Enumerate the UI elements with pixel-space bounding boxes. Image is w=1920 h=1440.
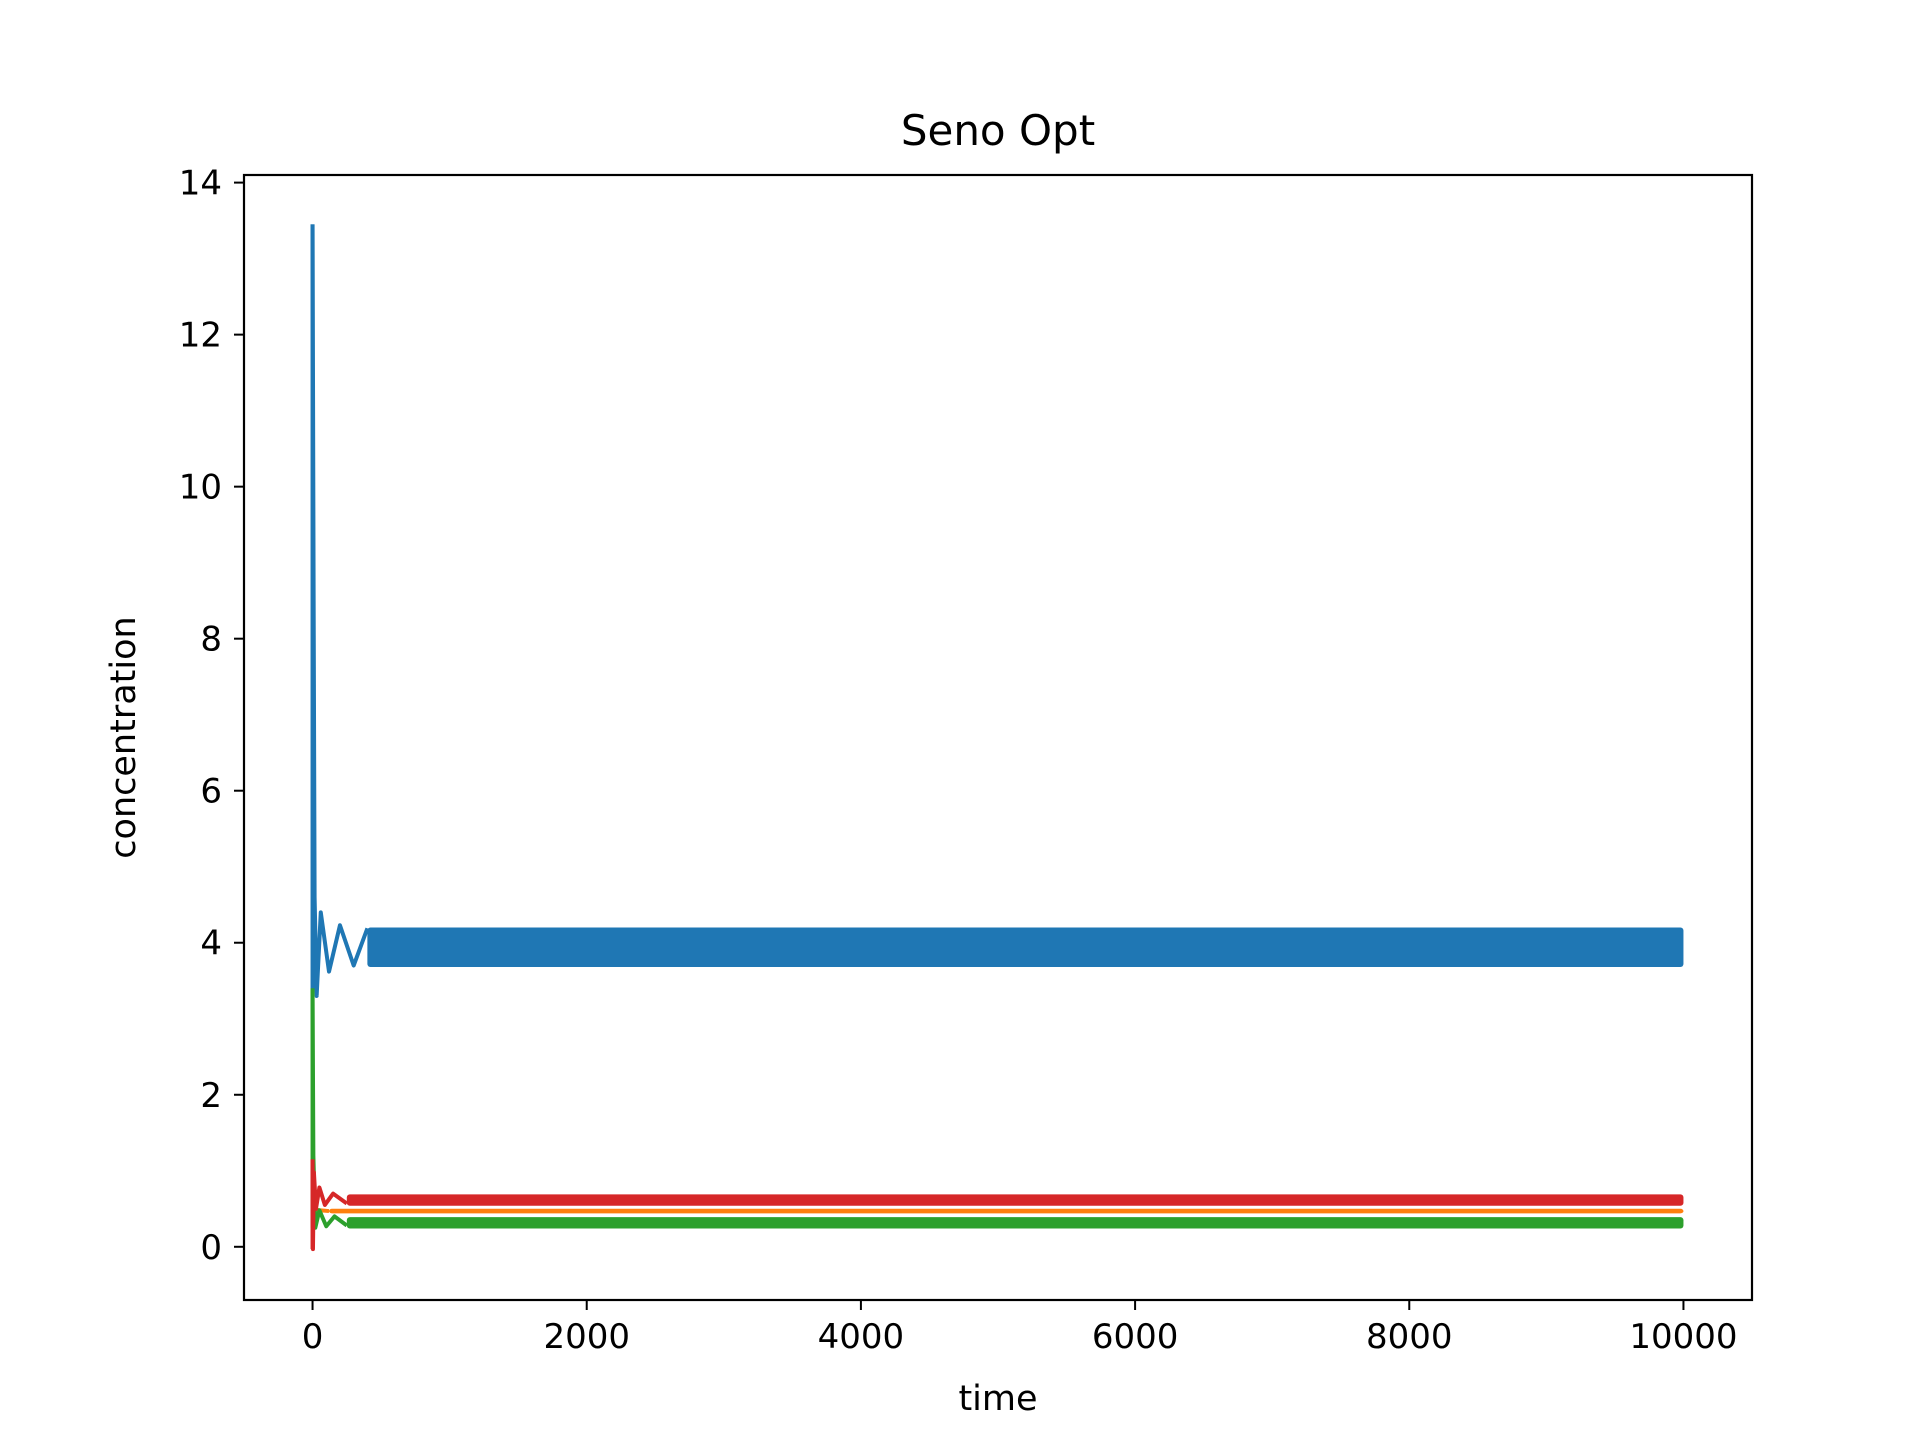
y-axis-label: concentration [104,616,144,858]
x-tick-label: 8000 [1366,1317,1453,1357]
series-3-band [346,1217,1684,1229]
series-layer [310,224,1684,1252]
y-tick-label: 8 [200,620,222,660]
series-1-band [367,927,1684,968]
y-tick-label: 6 [200,772,222,812]
series-4-band [346,1194,1684,1206]
x-axis-label: time [958,1379,1037,1419]
y-tick-label: 2 [200,1076,222,1116]
x-tick-label: 6000 [1092,1317,1179,1357]
y-tick-label: 0 [200,1228,222,1268]
x-tick-label: 10000 [1629,1317,1737,1357]
x-tick-label: 4000 [818,1317,905,1357]
series-1 [310,224,1684,998]
x-tick-label: 0 [302,1317,324,1357]
series-1-line [310,224,370,998]
x-axis-ticks: 0 2000 4000 6000 8000 10000 [302,1300,1738,1357]
y-tick-label: 10 [179,468,222,508]
series-4 [310,1159,1684,1252]
series-3 [310,988,1684,1230]
series-4-line [310,1159,348,1252]
y-tick-label: 4 [200,924,222,964]
y-axis-ticks: 0 2 4 6 8 10 12 14 [179,164,244,1268]
plot-frame [242,173,1754,1302]
y-tick-label: 14 [179,164,222,204]
y-tick-label: 12 [179,316,222,356]
chart-title: Seno Opt [901,106,1095,155]
series-2-band [328,1208,1684,1214]
x-tick-label: 2000 [543,1317,630,1357]
series-2 [310,1206,1684,1214]
